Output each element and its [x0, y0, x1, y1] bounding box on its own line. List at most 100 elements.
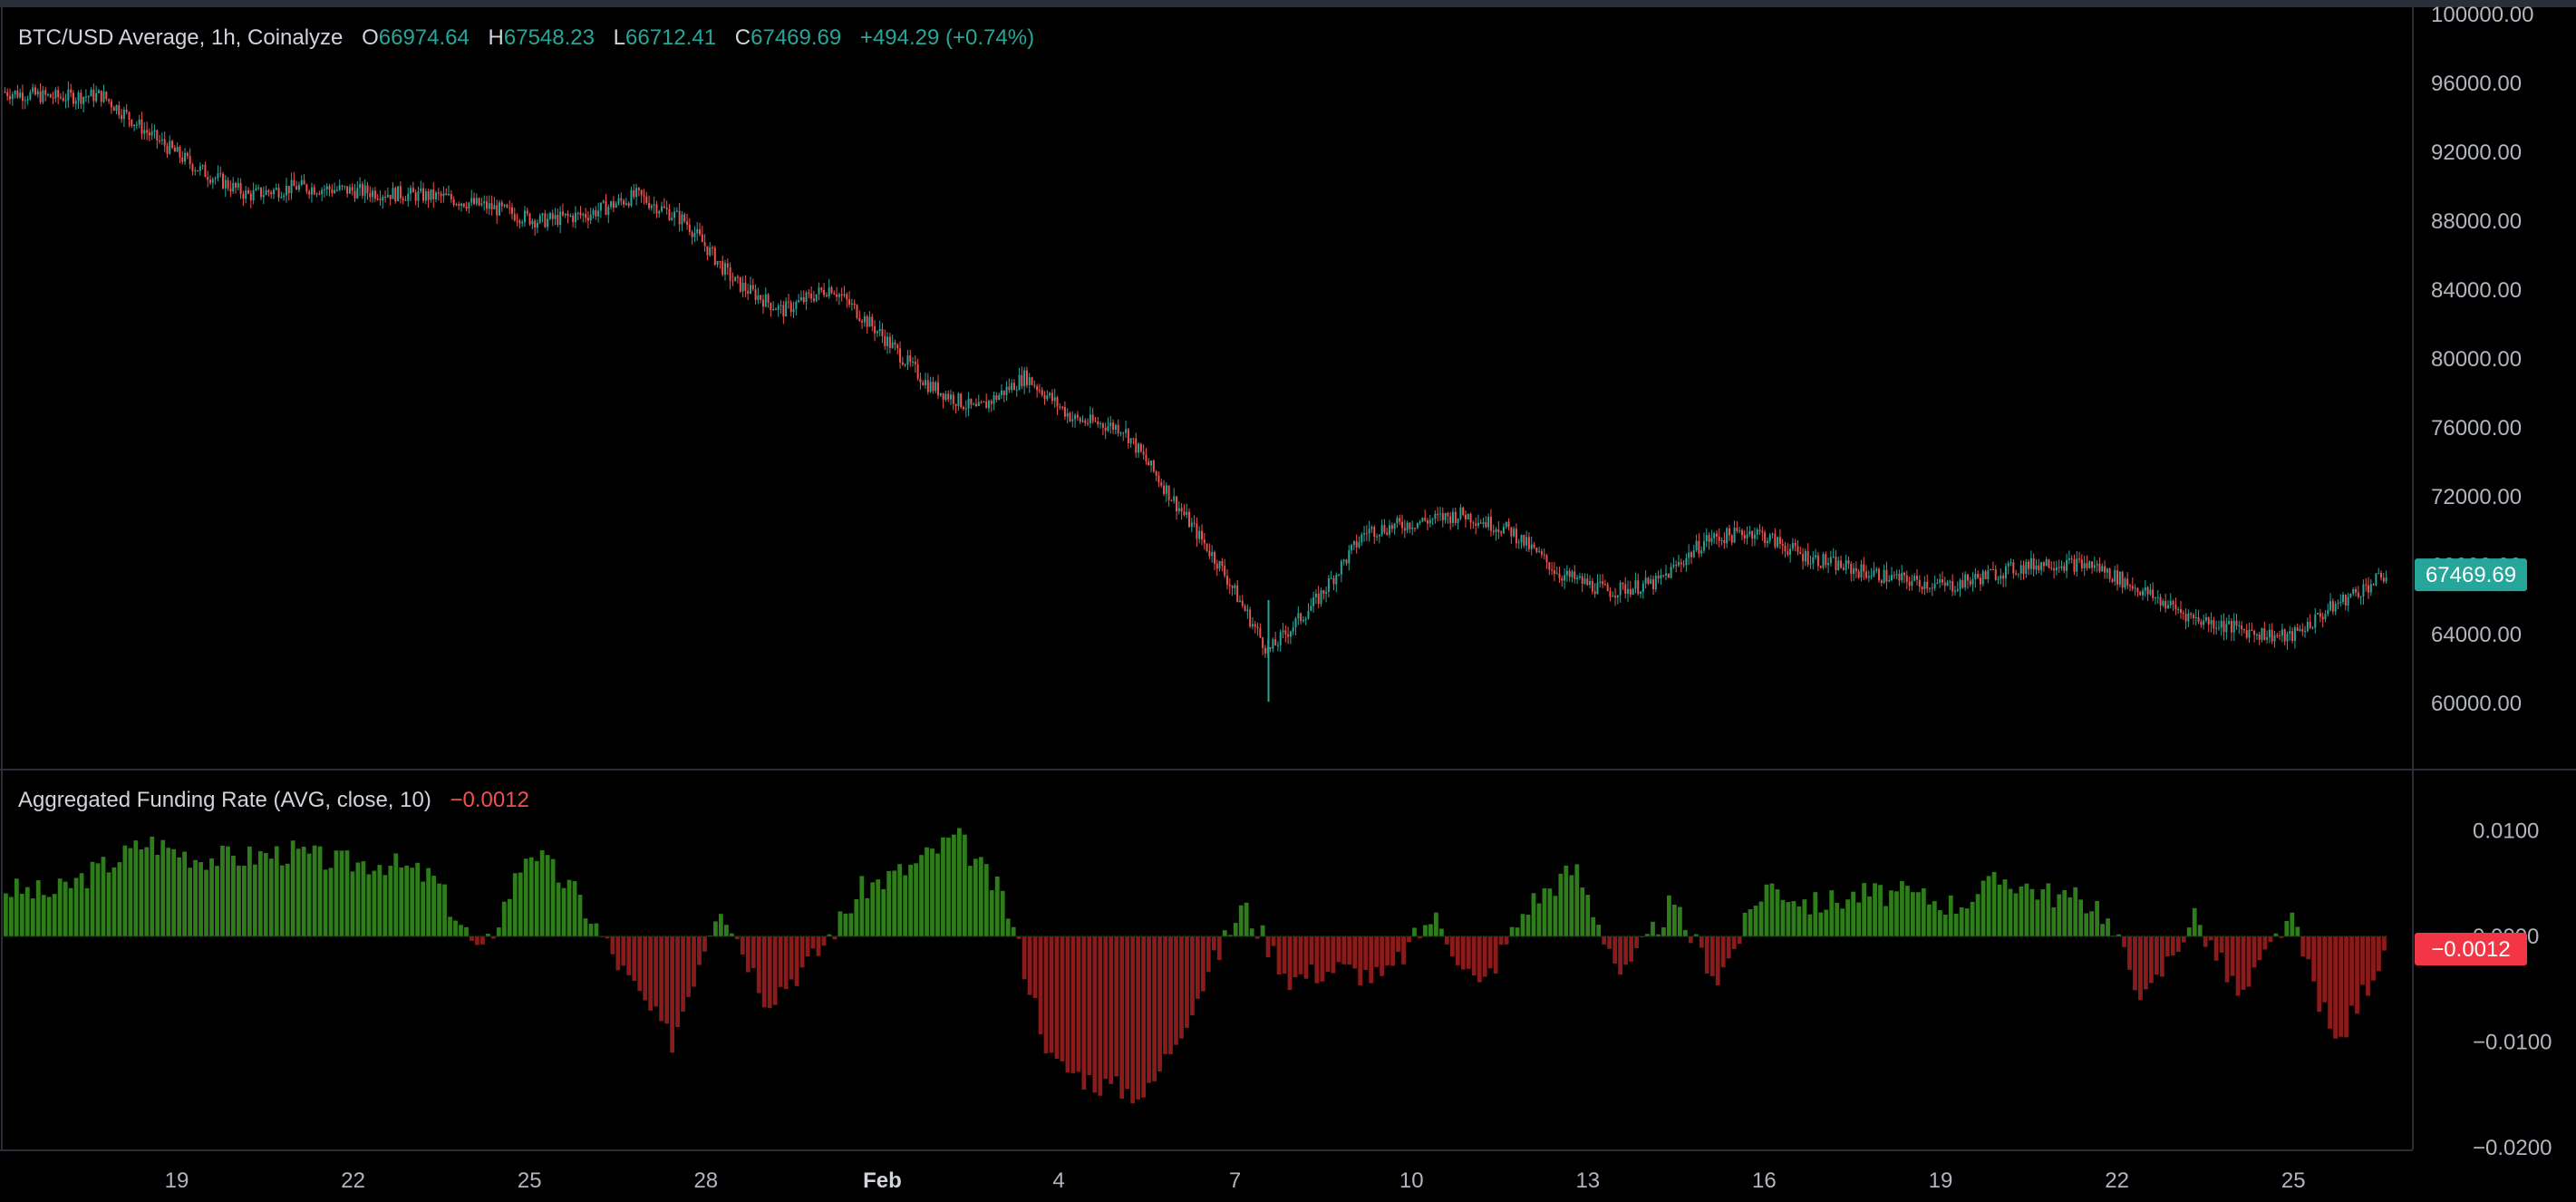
- candle: [1751, 529, 1754, 547]
- candle-body: [1891, 575, 1893, 580]
- candle: [2334, 601, 2337, 616]
- candle: [1449, 511, 1452, 530]
- candle-body: [26, 99, 29, 101]
- candle-body: [2156, 596, 2159, 598]
- candle-body: [1632, 588, 1634, 596]
- candle-body: [2167, 605, 2169, 609]
- candle: [2342, 591, 2345, 605]
- candle-body: [1961, 579, 1964, 588]
- candle: [1599, 574, 1602, 588]
- funding-bar: [1092, 936, 1098, 1093]
- funding-bar: [962, 834, 967, 936]
- funding-bar: [2252, 936, 2257, 968]
- candle: [1969, 577, 1971, 587]
- candle: [2299, 625, 2301, 632]
- candle-body: [496, 205, 499, 216]
- candle-body: [1789, 548, 1792, 555]
- candle: [2169, 593, 2172, 609]
- candle: [1447, 511, 1449, 525]
- candle-body: [1728, 528, 1730, 536]
- candle: [1059, 402, 1061, 411]
- candle: [4, 87, 6, 93]
- funding-bar: [257, 851, 263, 936]
- candle-body: [115, 105, 118, 111]
- funding-bar: [1737, 936, 1742, 945]
- candle-body: [1376, 536, 1379, 538]
- funding-bar: [870, 882, 876, 936]
- candle-body: [372, 190, 374, 198]
- candle-body: [548, 213, 551, 219]
- candle-body: [815, 294, 818, 301]
- funding-bar: [935, 853, 940, 936]
- funding-bar: [1991, 871, 1997, 936]
- candle: [2377, 567, 2380, 575]
- candle-body: [734, 276, 737, 282]
- candle-body: [499, 202, 500, 216]
- candle: [1310, 597, 1312, 612]
- candle-body: [1840, 560, 1843, 568]
- candle: [465, 201, 468, 212]
- candle-body: [2344, 594, 2347, 606]
- candle: [1084, 418, 1087, 427]
- candle: [1680, 558, 1682, 573]
- funding-bar: [1802, 899, 1807, 936]
- candle-body: [1895, 574, 1898, 576]
- funding-bar: [1423, 925, 1428, 936]
- candle: [448, 185, 450, 197]
- candle-body: [399, 186, 402, 199]
- candle: [1644, 570, 1647, 589]
- funding-bar: [1341, 936, 1347, 965]
- candle-body: [787, 301, 789, 303]
- candle-body: [2194, 616, 2197, 618]
- candle-body: [1941, 579, 1943, 583]
- time-tick-label: 19: [1929, 1168, 1953, 1193]
- candle: [2093, 557, 2096, 572]
- candle: [574, 206, 576, 228]
- candle: [1923, 576, 1926, 596]
- funding-bar: [1471, 936, 1477, 976]
- candle: [2028, 558, 2030, 576]
- candle: [1284, 625, 1287, 643]
- candle-body: [2230, 621, 2232, 633]
- candle-body: [140, 119, 143, 134]
- candle-body: [176, 146, 179, 152]
- candle-body: [2242, 629, 2245, 631]
- candle-body: [2093, 565, 2096, 568]
- candle-body: [935, 382, 937, 392]
- funding-bar: [1147, 936, 1151, 1083]
- candle: [1314, 589, 1317, 605]
- funding-bar: [1818, 912, 1824, 936]
- candle: [442, 186, 445, 203]
- candle: [798, 294, 800, 304]
- candle-body: [1489, 517, 1492, 531]
- candle-body: [1221, 560, 1224, 567]
- candle: [1708, 532, 1710, 550]
- candle-body: [2106, 568, 2108, 573]
- price-tick-label: 80000.00: [2431, 347, 2522, 372]
- candle-body: [1109, 422, 1112, 427]
- candle-body: [455, 204, 458, 206]
- candle: [1583, 573, 1586, 585]
- candle-body: [1802, 554, 1805, 562]
- funding-bar: [19, 893, 24, 936]
- candle-body: [338, 185, 341, 190]
- candle-body: [1880, 580, 1883, 584]
- candle: [874, 320, 876, 342]
- candle-body: [1865, 571, 1868, 578]
- candle-body: [1946, 582, 1949, 586]
- candle-body: [929, 382, 932, 393]
- candle-body: [353, 190, 356, 199]
- candle: [815, 294, 818, 303]
- candle-body: [1692, 550, 1695, 557]
- funding-bar: [1038, 936, 1043, 1034]
- candle: [2359, 596, 2362, 606]
- candle: [229, 179, 232, 198]
- candle-body: [2114, 570, 2116, 582]
- candle: [1302, 616, 1304, 624]
- funding-bar: [1829, 890, 1835, 936]
- candle-body: [1434, 513, 1437, 519]
- funding-bar: [480, 936, 485, 945]
- top-border: [0, 0, 2576, 7]
- candle: [1114, 423, 1117, 435]
